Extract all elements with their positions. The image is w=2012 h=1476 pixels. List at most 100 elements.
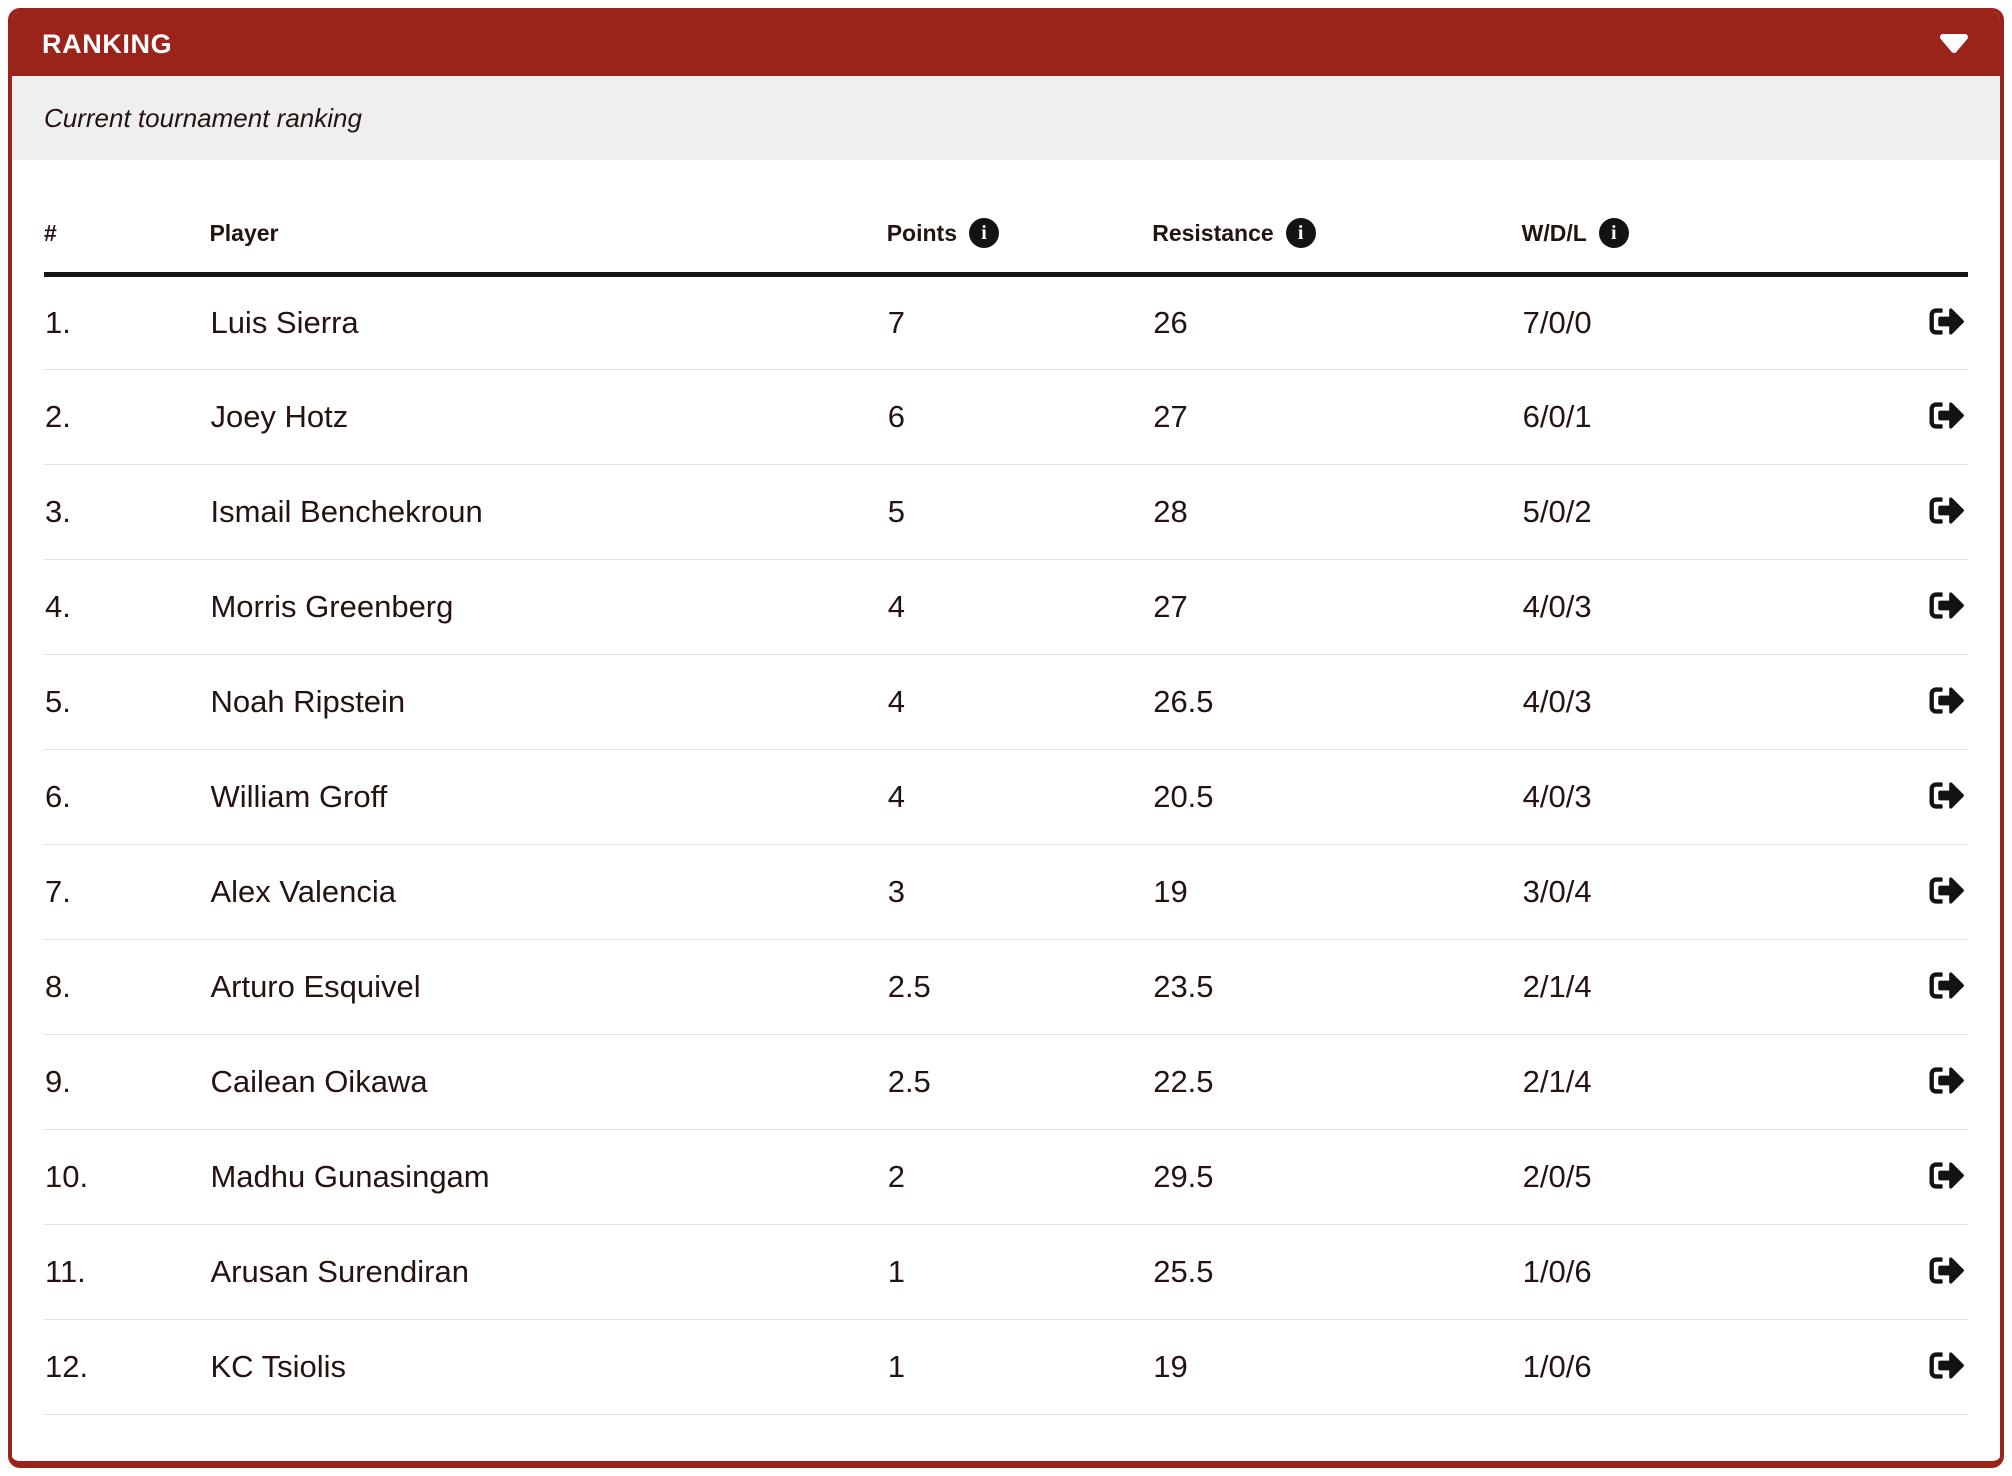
table-row: 4. Morris Greenberg 4 27 4/0/3: [44, 559, 1968, 655]
table-row: 5. Noah Ripstein 4 26.5 4/0/3: [44, 654, 1968, 750]
wdl-cell: 7/0/0: [1521, 274, 1901, 370]
table-row: 2. Joey Hotz 6 27 6/0/1: [44, 369, 1968, 465]
table-row: 3. Ismail Benchekroun 5 28 5/0/2: [44, 464, 1968, 560]
player-cell: Joey Hotz: [209, 369, 887, 465]
player-cell: KC Tsiolis: [209, 1319, 887, 1415]
table-row: 9. Cailean Oikawa 2.5 22.5 2/1/4: [44, 1034, 1968, 1130]
panel-subtitle: Current tournament ranking: [44, 102, 362, 133]
wdl-cell: 2/0/5: [1521, 1129, 1901, 1225]
rank-cell: 9.: [44, 1034, 210, 1130]
row-action-cell: [1900, 1034, 1968, 1130]
player-cell: Luis Sierra: [209, 274, 887, 370]
rank-cell: 6.: [44, 749, 210, 845]
wdl-cell: 1/0/6: [1521, 1319, 1901, 1415]
points-cell: 2.5: [886, 1034, 1153, 1130]
rank-cell: 5.: [44, 654, 210, 750]
wdl-cell: 3/0/4: [1521, 844, 1901, 940]
export-player-icon[interactable]: [1927, 869, 1967, 912]
points-cell: 6: [886, 369, 1153, 465]
resistance-cell: 20.5: [1152, 749, 1522, 845]
wdl-cell: 4/0/3: [1521, 654, 1901, 750]
table-header-row: # Player Points i Resistance: [44, 160, 1968, 277]
row-action-cell: [1900, 1129, 1968, 1225]
wdl-info-icon[interactable]: i: [1598, 218, 1629, 248]
rank-cell: 8.: [44, 939, 210, 1035]
col-header-points-label: Points: [886, 219, 957, 246]
row-action-cell: [1900, 464, 1968, 560]
table-row: 6. William Groff 4 20.5 4/0/3: [44, 749, 1968, 845]
col-header-rank: #: [44, 160, 210, 277]
rank-cell: 1.: [44, 274, 210, 370]
points-cell: 2: [886, 1129, 1153, 1225]
row-action-cell: [1900, 1224, 1968, 1320]
row-action-cell: [1900, 1319, 1968, 1415]
wdl-cell: 2/1/4: [1521, 939, 1901, 1035]
table-row: 1. Luis Sierra 7 26 7/0/0: [44, 274, 1968, 370]
export-player-icon[interactable]: [1927, 489, 1967, 532]
player-cell: Alex Valencia: [209, 844, 887, 940]
col-header-rank-label: #: [44, 219, 57, 246]
rank-cell: 4.: [44, 559, 210, 655]
resistance-cell: 23.5: [1152, 939, 1522, 1035]
rank-cell: 3.: [44, 464, 210, 560]
panel-header[interactable]: RANKING: [12, 12, 2000, 76]
chevron-down-icon[interactable]: [1938, 33, 1970, 55]
points-cell: 1: [886, 1319, 1153, 1415]
resistance-cell: 27: [1152, 559, 1522, 655]
col-header-player-label: Player: [209, 219, 279, 246]
export-player-icon[interactable]: [1927, 679, 1967, 722]
table-row: 7. Alex Valencia 3 19 3/0/4: [44, 844, 1968, 940]
export-player-icon[interactable]: [1927, 300, 1967, 343]
player-cell: Arusan Surendiran: [209, 1224, 887, 1320]
rank-cell: 11.: [44, 1224, 210, 1320]
ranking-panel: RANKING Current tournament ranking #: [8, 8, 2004, 1468]
points-cell: 1: [886, 1224, 1153, 1320]
col-header-actions: [1900, 160, 1968, 277]
points-cell: 7: [886, 274, 1153, 370]
resistance-cell: 29.5: [1152, 1129, 1522, 1225]
export-player-icon[interactable]: [1927, 1154, 1967, 1197]
export-player-icon[interactable]: [1927, 394, 1967, 437]
wdl-cell: 6/0/1: [1521, 369, 1901, 465]
export-player-icon[interactable]: [1927, 964, 1967, 1007]
player-cell: Morris Greenberg: [209, 559, 887, 655]
col-header-wdl: W/D/L i: [1521, 160, 1901, 277]
wdl-cell: 1/0/6: [1521, 1224, 1901, 1320]
table-row: 11. Arusan Surendiran 1 25.5 1/0/6: [44, 1224, 1968, 1320]
resistance-info-icon[interactable]: i: [1285, 218, 1316, 248]
resistance-cell: 26: [1152, 274, 1522, 370]
export-player-icon[interactable]: [1927, 584, 1967, 627]
player-cell: William Groff: [209, 749, 887, 845]
player-cell: Ismail Benchekroun: [209, 464, 887, 560]
col-header-wdl-label: W/D/L: [1521, 219, 1587, 246]
panel-title: RANKING: [42, 28, 173, 59]
resistance-cell: 19: [1152, 1319, 1522, 1415]
row-action-cell: [1900, 939, 1968, 1035]
wdl-cell: 5/0/2: [1521, 464, 1901, 560]
export-player-icon[interactable]: [1927, 1249, 1967, 1292]
resistance-cell: 22.5: [1152, 1034, 1522, 1130]
ranking-table-body: 1. Luis Sierra 7 26 7/0/0 2. Joey Hotz 6…: [44, 274, 1968, 1415]
resistance-cell: 28: [1152, 464, 1522, 560]
col-header-resistance: Resistance i: [1152, 160, 1522, 277]
table-row: 12. KC Tsiolis 1 19 1/0/6: [44, 1319, 1968, 1415]
panel-subtitle-bar: Current tournament ranking: [12, 76, 2000, 160]
table-row: 10. Madhu Gunasingam 2 29.5 2/0/5: [44, 1129, 1968, 1225]
resistance-cell: 27: [1152, 369, 1522, 465]
ranking-table-container: # Player Points i Resistance: [12, 160, 2000, 1415]
export-player-icon[interactable]: [1927, 1059, 1967, 1102]
col-header-resistance-label: Resistance: [1152, 219, 1274, 246]
table-row: 8. Arturo Esquivel 2.5 23.5 2/1/4: [44, 939, 1968, 1035]
row-action-cell: [1900, 369, 1968, 465]
player-cell: Cailean Oikawa: [209, 1034, 887, 1130]
rank-cell: 7.: [44, 844, 210, 940]
resistance-cell: 26.5: [1152, 654, 1522, 750]
row-action-cell: [1900, 274, 1968, 370]
points-cell: 3: [886, 844, 1153, 940]
export-player-icon[interactable]: [1927, 774, 1967, 817]
points-info-icon[interactable]: i: [968, 218, 999, 248]
resistance-cell: 19: [1152, 844, 1522, 940]
resistance-cell: 25.5: [1152, 1224, 1522, 1320]
ranking-table: # Player Points i Resistance: [44, 160, 1968, 1415]
export-player-icon[interactable]: [1927, 1344, 1967, 1387]
